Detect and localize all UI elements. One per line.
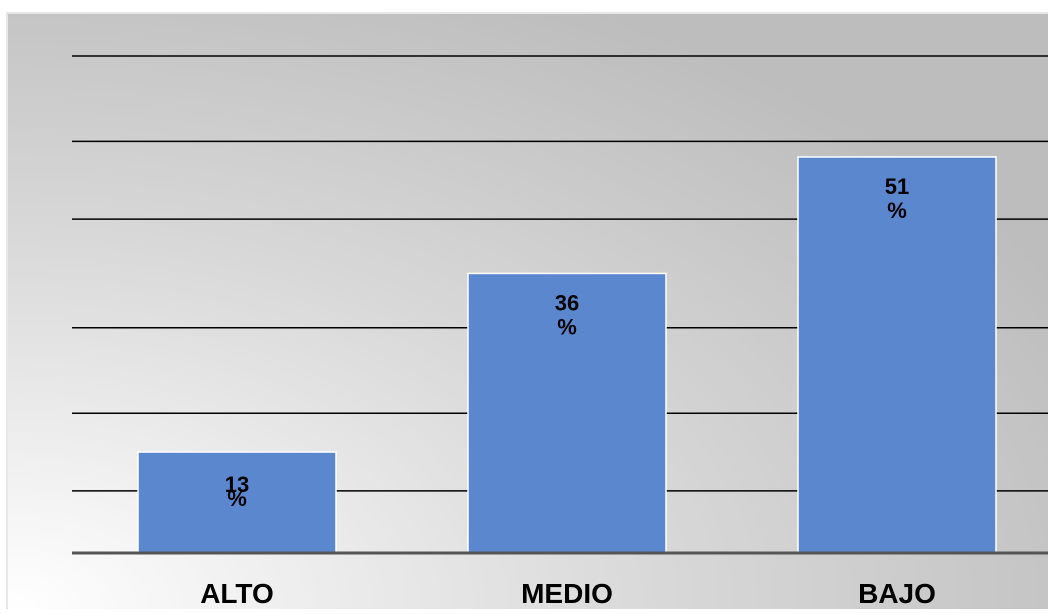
data-label-medio-value: 36 [555, 290, 579, 315]
category-label-bajo: BAJO [858, 578, 936, 609]
data-label-alto-value: 13 [225, 472, 249, 497]
data-labels: 13%36%51% [225, 174, 909, 511]
data-label-medio-unit: % [557, 314, 577, 339]
bar-medio [467, 272, 667, 554]
category-label-medio: MEDIO [521, 578, 613, 609]
data-label-alto-unit: % [227, 486, 247, 511]
data-label-bajo-value: 51 [885, 174, 909, 199]
data-label-bajo-unit: % [887, 198, 907, 223]
category-label-alto: ALTO [200, 578, 274, 609]
bar-alto [137, 451, 337, 554]
category-axis-labels: ALTO MEDIO BAJO [200, 578, 936, 609]
